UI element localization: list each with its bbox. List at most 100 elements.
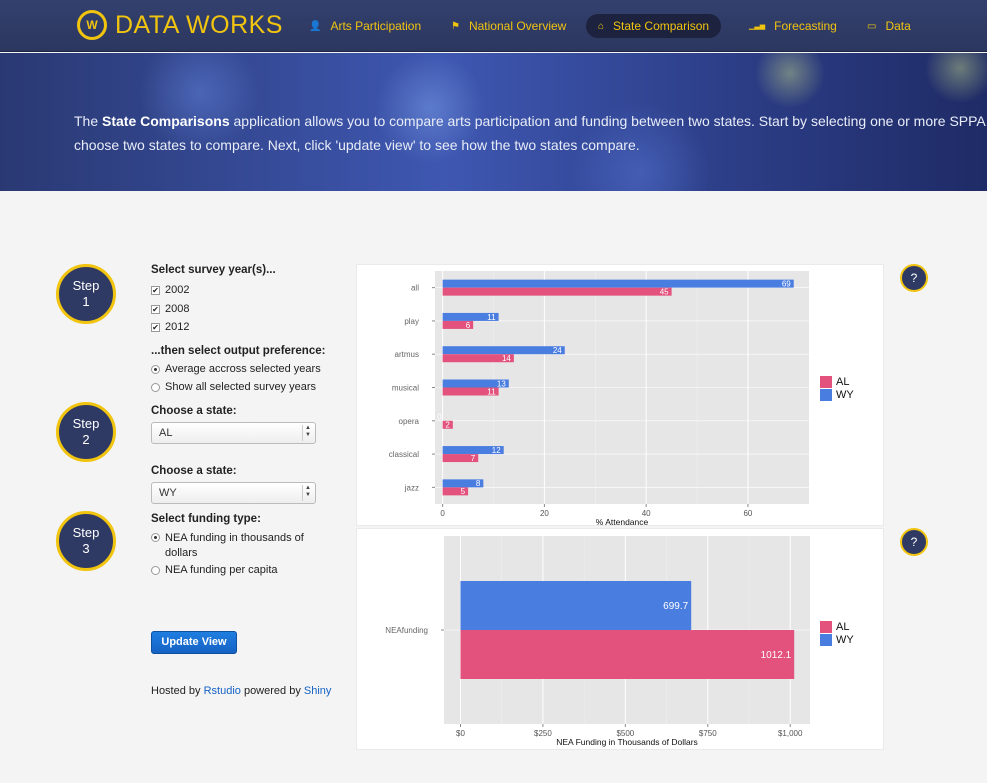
year-2008-checkbox[interactable]: ✔ 2008 <box>151 303 189 315</box>
category-label: artmus <box>395 350 419 359</box>
category-label: classical <box>389 450 419 459</box>
state2-select[interactable]: WY ▲ ▼ <box>151 482 316 504</box>
legend-item-wy: WY <box>820 633 854 646</box>
output-all-years-radio[interactable]: Show all selected survey years <box>151 381 316 393</box>
state2-label: Choose a state: <box>151 465 237 477</box>
updown-arrow-icon: ▲ ▼ <box>302 485 313 501</box>
years-label: Select survey year(s)... <box>151 264 276 276</box>
funding-per-capita-radio[interactable]: NEA funding per capita <box>151 564 278 576</box>
state1-label: Choose a state: <box>151 405 237 417</box>
x-tick-label: $250 <box>534 729 552 738</box>
hero-text-line1: application allows you to compare arts p… <box>229 113 986 129</box>
nav-arts-participation[interactable]: 👤 Arts Participation <box>297 14 433 38</box>
nav-label: Forecasting <box>774 19 837 33</box>
help-button-attendance[interactable]: ? <box>900 264 928 292</box>
legend-label-wy: WY <box>836 388 854 401</box>
legend-swatch-al <box>820 620 832 633</box>
hero-text-bold: State Comparisons <box>102 113 230 129</box>
nav-data[interactable]: ▭ Data <box>855 14 923 38</box>
legend-item-al: AL <box>820 620 854 633</box>
signal-icon: ▁▃▅ <box>749 23 766 30</box>
funding-chart-svg: $0 $250 $500 $750 $1,000 NEA Funding in Thous… <box>385 536 810 747</box>
legend-item-wy: WY <box>820 388 854 401</box>
nav-state-comparison[interactable]: ⌂ State Comparison <box>586 14 722 38</box>
footer-credits: Hosted by Rstudio powered by Shiny <box>151 685 331 697</box>
legend-label-wy: WY <box>836 633 854 646</box>
hero-description: The State Comparisons application allows… <box>74 109 987 157</box>
bar-wy <box>460 581 692 630</box>
radio-label: NEA funding in thousands of dollars <box>165 531 304 561</box>
hero-text-prefix: The <box>74 113 103 129</box>
output-average-radio[interactable]: Average accross selected years <box>151 363 321 375</box>
bar-al <box>442 420 453 429</box>
bar-al <box>442 454 479 463</box>
radio-label-line2: dollars <box>165 547 198 559</box>
navbar: W DATA WORKS 👤 Arts Participation ⚑ Nati… <box>0 0 987 52</box>
step-word: Step <box>72 416 100 431</box>
data-label-wy: 24 <box>553 346 562 355</box>
checkbox-label: 2002 <box>165 284 190 296</box>
step-3-badge: Step 3 <box>56 511 116 571</box>
state2-value: WY <box>159 487 177 499</box>
step-word: Step <box>72 278 100 293</box>
step-word: Step <box>72 525 100 540</box>
footer-text: Hosted by <box>151 685 204 697</box>
checkbox-checked-icon: ✔ <box>151 304 160 314</box>
year-2002-checkbox[interactable]: ✔ 2002 <box>151 284 189 296</box>
update-view-button[interactable]: Update View <box>151 631 237 654</box>
checkbox-label: 2008 <box>165 303 190 315</box>
checkbox-label: 2012 <box>165 321 190 333</box>
rstudio-link[interactable]: Rstudio <box>203 685 241 697</box>
brand[interactable]: W DATA WORKS <box>77 8 283 42</box>
category-label: play <box>404 317 419 326</box>
x-tick-label: $750 <box>699 729 717 738</box>
bar-al <box>442 354 514 363</box>
bar-al <box>460 630 795 679</box>
funding-chart: $0 $250 $500 $750 $1,000 NEA Funding in Thous… <box>356 528 884 750</box>
data-label-al: 11 <box>487 387 496 396</box>
user-icon: 👤 <box>309 20 322 32</box>
checkbox-checked-icon: ✔ <box>151 285 160 295</box>
step-number: 1 <box>82 294 90 309</box>
state1-select[interactable]: AL ▲ ▼ <box>151 422 316 444</box>
funding-thousands-radio[interactable]: NEA funding in thousands of dollars <box>151 531 304 561</box>
category-label: musical <box>392 384 419 393</box>
legend-swatch-al <box>820 375 832 388</box>
radio-selected-icon <box>151 533 160 542</box>
nav-national-overview[interactable]: ⚑ National Overview <box>439 14 578 38</box>
data-label-wy: 11 <box>487 313 496 322</box>
attendance-legend: AL WY <box>820 375 854 401</box>
bar-wy <box>442 279 794 288</box>
step-number: 3 <box>82 541 90 556</box>
nav-label: Data <box>885 19 911 33</box>
nav-forecasting[interactable]: ▁▃▅ Forecasting <box>737 14 849 38</box>
shiny-link[interactable]: Shiny <box>303 685 332 697</box>
category-label: opera <box>399 417 420 426</box>
x-axis-title: NEA Funding in Thousands of Dollars <box>556 737 698 747</box>
bar-wy <box>442 379 509 388</box>
footer-text: powered by <box>240 685 304 697</box>
updown-arrow-icon: ▲ ▼ <box>302 425 313 441</box>
nav-label: National Overview <box>468 19 567 33</box>
help-button-funding[interactable]: ? <box>900 528 928 556</box>
data-label-wy: 8 <box>476 479 481 488</box>
bar-al <box>442 387 499 396</box>
nav-label: State Comparison <box>613 19 710 33</box>
brand-title: DATA WORKS <box>115 10 283 39</box>
funding-legend: AL WY <box>820 620 854 646</box>
step-number: 2 <box>82 432 90 447</box>
data-label-al: 2 <box>445 421 450 430</box>
year-2012-checkbox[interactable]: ✔ 2012 <box>151 321 189 333</box>
state1-value: AL <box>159 427 173 439</box>
legend-swatch-wy <box>820 388 832 401</box>
legend-item-al: AL <box>820 375 854 388</box>
output-label: ...then select output preference: <box>151 345 326 357</box>
x-tick-label: 0 <box>440 509 445 518</box>
hdd-icon: ▭ <box>867 20 877 32</box>
x-tick-label: $1,000 <box>778 729 803 738</box>
step-1-badge: Step 1 <box>56 264 116 324</box>
legend-label-al: AL <box>836 375 850 388</box>
x-tick-label: $0 <box>456 729 465 738</box>
x-tick-label: 60 <box>743 509 752 518</box>
